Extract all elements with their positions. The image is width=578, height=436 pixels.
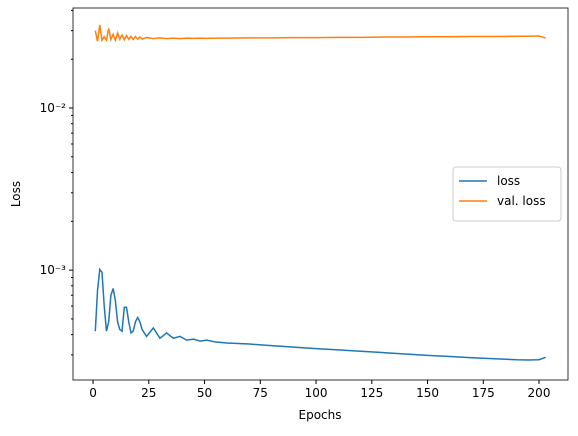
x-axis-label: Epochs [299,408,342,422]
x-tick-label: 175 [472,386,495,400]
x-tick-label: 25 [141,386,156,400]
line-series [94,267,546,361]
x-tick-label: 100 [305,386,328,400]
legend-label: val. loss [497,194,546,208]
y-tick-label: 10⁻² [40,101,67,115]
x-tick-label: 0 [89,386,97,400]
plot-frame [72,7,569,381]
x-tick-label: 50 [197,386,212,400]
x-tick-label: 200 [528,386,551,400]
legend: loss val. loss [452,166,562,222]
y-tick-label: 10⁻³ [40,263,67,277]
y-axis-label: Loss [9,181,23,207]
x-tick-label: 150 [416,386,439,400]
x-tick-label: 125 [360,386,383,400]
x-tick-label: 75 [253,386,268,400]
legend-label: loss [497,174,520,188]
line-series [94,24,546,43]
